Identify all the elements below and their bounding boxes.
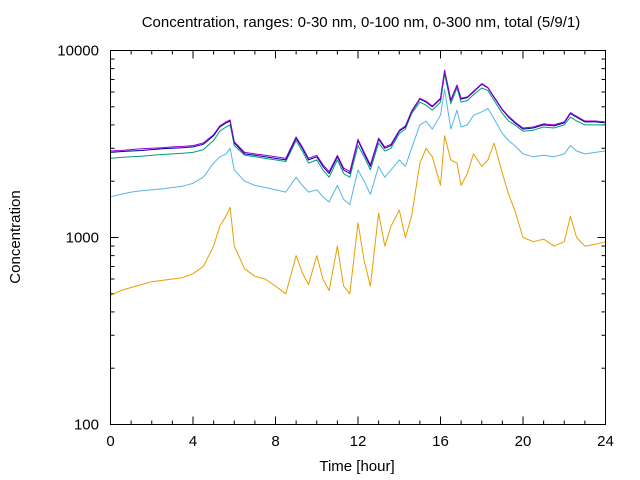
series-line-4	[110, 70, 606, 174]
x-tick-label: 24	[597, 433, 614, 450]
chart-title: Concentration, ranges: 0-30 nm, 0-100 nm…	[142, 14, 581, 31]
x-axis-label: Time [hour]	[319, 458, 394, 475]
x-tick-label: 8	[271, 433, 279, 450]
x-tick-label: 16	[432, 433, 449, 450]
series-line-5	[110, 69, 606, 173]
series-line-1	[110, 135, 606, 296]
axis-tick-labels: 0 4 8 12 16 20 24 100 1000 10000	[57, 43, 614, 451]
series-line-3	[110, 73, 606, 178]
series-line-2	[110, 88, 606, 206]
x-tick-label: 4	[189, 433, 197, 450]
plot-frame	[110, 50, 606, 425]
axis-ticks	[110, 50, 606, 425]
x-tick-label: 12	[350, 433, 367, 450]
x-tick-label: 0	[106, 433, 114, 450]
x-tick-label: 20	[515, 433, 532, 450]
series-lines	[110, 69, 606, 296]
y-tick-label: 100	[74, 417, 99, 434]
y-tick-label: 10000	[57, 43, 99, 60]
y-tick-label: 1000	[66, 230, 99, 247]
y-axis-label: Concentration	[7, 190, 24, 283]
